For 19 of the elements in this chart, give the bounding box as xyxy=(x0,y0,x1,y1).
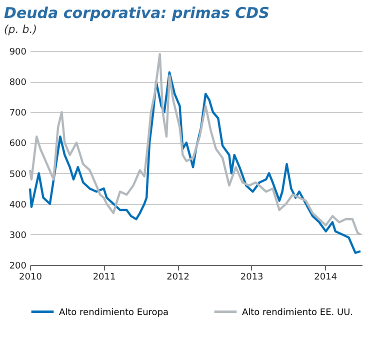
x-tick-label: 2013 xyxy=(240,272,264,282)
legend-label: Alto rendimiento Europa xyxy=(59,308,169,318)
chart-title: Deuda corporativa: primas CDS xyxy=(4,4,270,22)
x-tick-label: 2012 xyxy=(166,272,190,282)
legend-label: Alto rendimiento EE. UU. xyxy=(242,308,354,318)
y-tick-label: 500 xyxy=(9,170,27,180)
line-series xyxy=(28,71,362,254)
y-tick-label: 700 xyxy=(9,108,27,119)
x-tick-label: 2014 xyxy=(314,272,338,282)
x-tick-label: 2010 xyxy=(19,272,42,282)
y-tick-label: 600 xyxy=(9,139,27,150)
x-tick-label: 2011 xyxy=(92,272,116,282)
y-tick-label: 800 xyxy=(9,78,27,88)
chart-subtitle: (p. b.) xyxy=(4,23,38,36)
y-tick-label: 200 xyxy=(9,262,27,272)
y-tick-label: 300 xyxy=(9,230,27,241)
y-tick-label: 900 xyxy=(9,48,27,58)
y-tick-label: 400 xyxy=(9,200,27,210)
line-series xyxy=(28,52,362,236)
